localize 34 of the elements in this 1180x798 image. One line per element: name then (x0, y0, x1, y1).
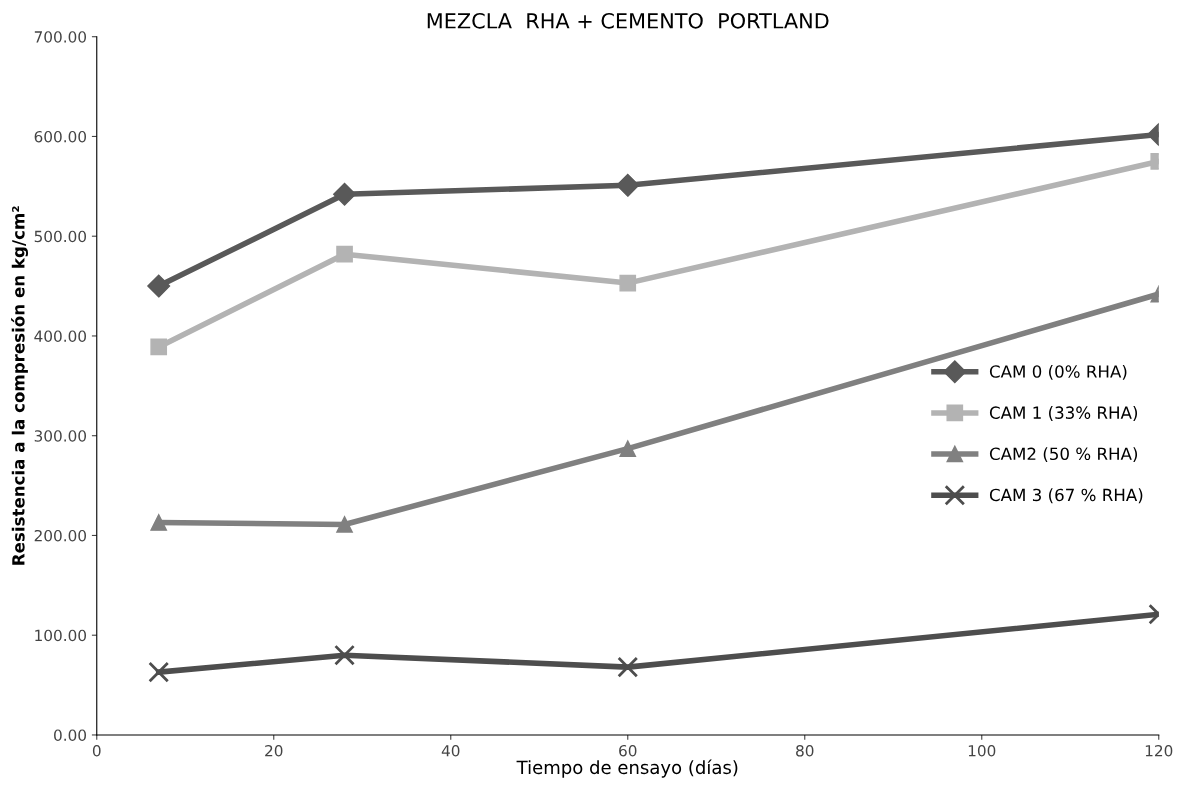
legend-label: CAM 3 (67 % RHA) (989, 488, 1143, 504)
x-tick-label: 0 (92, 744, 101, 757)
y-tick-label: 700.00 (34, 31, 87, 43)
point (148, 661, 170, 683)
point (150, 514, 168, 531)
x-tick-label: 120 (1145, 744, 1173, 757)
y-tick-label: 100.00 (35, 629, 87, 642)
x-tick-label: 20 (265, 744, 283, 757)
point (333, 182, 357, 206)
x-tick-label: 80 (796, 744, 814, 757)
x-tick-label: 100 (968, 744, 996, 757)
point (336, 516, 353, 533)
y-tick-label: 600.00 (34, 130, 87, 143)
x-axis-title: Tiempo de ensayo (días) (516, 759, 738, 778)
y-tick-label: 200.00 (34, 529, 87, 542)
legend-label: CAM 0 (0% RHA) (989, 364, 1127, 380)
point (336, 245, 353, 263)
legend-label: CAM2 (50 % RHA) (989, 447, 1138, 463)
point (147, 274, 171, 298)
y-tick-label: 500.00 (34, 230, 87, 243)
point (619, 274, 637, 292)
x-tick-label: 60 (619, 744, 637, 757)
point (619, 440, 637, 458)
point (616, 173, 640, 197)
y-tick-label: 400.00 (34, 330, 87, 342)
x-tick-label: 40 (441, 744, 460, 757)
y-tick-label: 300.00 (34, 430, 87, 442)
chart-title: MEZCLA RHA + CEMENTO PORTLAND (427, 12, 829, 29)
legend-label: CAM 1 (33% RHA) (989, 406, 1138, 421)
y-tick-label: 0.00 (54, 729, 87, 741)
point (150, 338, 168, 356)
point (617, 656, 639, 678)
y-axis-title: Resistencia a la compresión en kg/cm² (11, 206, 29, 565)
point (334, 644, 355, 666)
